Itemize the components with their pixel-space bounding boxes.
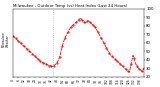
Text: Milwaukee - Outdoor Temp (vs) Heat Index (Last 24 Hours): Milwaukee - Outdoor Temp (vs) Heat Index… — [13, 4, 127, 8]
Text: Milwaukee
Weather: Milwaukee Weather — [2, 31, 10, 47]
